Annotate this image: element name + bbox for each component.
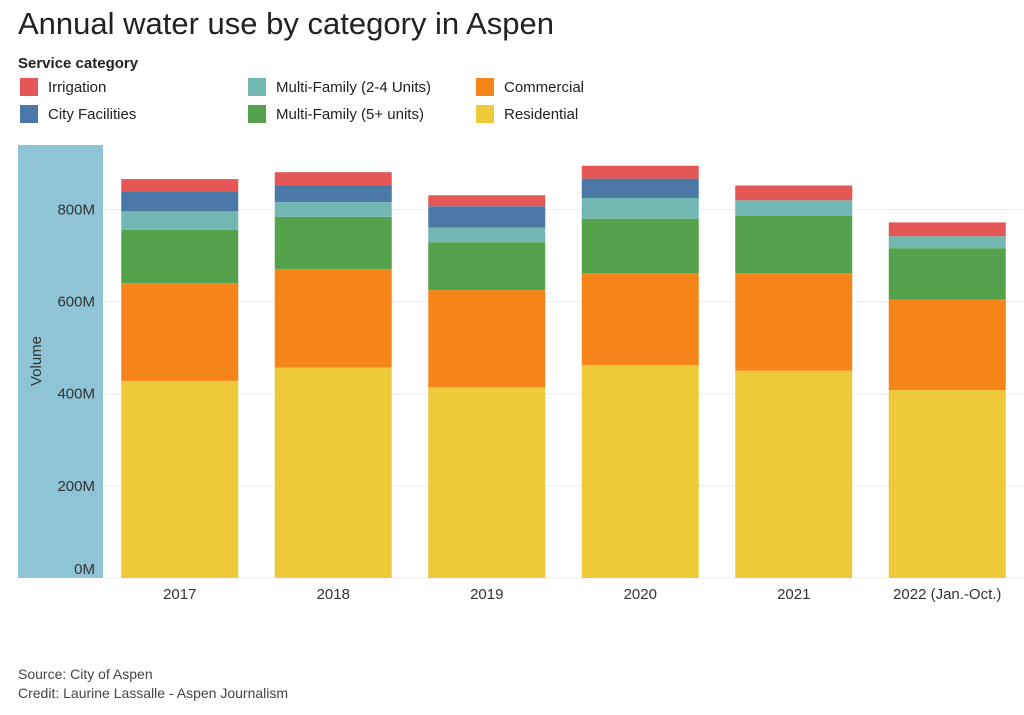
bar-segment-commercial-2020[interactable]: [581, 273, 699, 366]
bars: [121, 165, 1006, 578]
bar-segment-residential-2020[interactable]: [581, 365, 699, 578]
bar-segment-multi-family-5-units--2022-jan-oct-[interactable]: [888, 248, 1006, 300]
source-text: Source: City of Aspen: [18, 666, 153, 682]
bar-segment-multi-family-2-4-units--2018[interactable]: [274, 202, 392, 217]
x-tick-label: 2017: [163, 586, 196, 603]
legend-label: Multi-Family (2-4 Units): [276, 78, 432, 96]
x-tick-label: 2021: [777, 586, 810, 603]
x-tick-label: 2019: [470, 586, 503, 603]
bar-segment-commercial-2019[interactable]: [428, 290, 546, 388]
legend-label: Residential: [504, 105, 579, 123]
y-axis-label: Volume: [28, 336, 45, 386]
bar-segment-multi-family-2-4-units--2020[interactable]: [581, 197, 699, 219]
y-tick-label: 400M: [57, 386, 95, 403]
legend-label: City Facilities: [48, 105, 137, 123]
bar-segment-residential-2017[interactable]: [121, 380, 239, 578]
bar-segment-city-facilities-2019[interactable]: [428, 206, 546, 228]
legend-title: Service category: [18, 55, 139, 72]
bar-segment-commercial-2017[interactable]: [121, 283, 239, 381]
legend-swatch-residential: [476, 105, 494, 123]
bar-segment-irrigation-2019[interactable]: [428, 195, 546, 207]
bar-segment-residential-2019[interactable]: [428, 387, 546, 578]
bar-segment-multi-family-2-4-units--2022-jan-oct-[interactable]: [888, 236, 1006, 249]
credit-text: Credit: Laurine Lassalle - Aspen Journal…: [18, 685, 289, 701]
chart-title: Annual water use by category in Aspen: [18, 6, 554, 41]
legend-swatch-commercial: [476, 78, 494, 96]
legend-swatch-multi-family-2-4: [248, 78, 266, 96]
y-axis-highlight: [18, 145, 103, 578]
x-tick-label: 2020: [624, 586, 657, 603]
bar-segment-multi-family-2-4-units--2021[interactable]: [735, 200, 853, 216]
bar-segment-commercial-2022-jan-oct-[interactable]: [888, 299, 1006, 391]
legend-item-commercial[interactable]: Commercial: [476, 78, 584, 96]
bar-segment-multi-family-5-units--2020[interactable]: [581, 218, 699, 274]
y-tick-label: 0M: [74, 561, 95, 578]
bar-segment-irrigation-2018[interactable]: [274, 172, 392, 186]
bar-segment-city-facilities-2018[interactable]: [274, 185, 392, 203]
bar-segment-irrigation-2020[interactable]: [581, 165, 699, 179]
bar-segment-irrigation-2022-jan-oct-[interactable]: [888, 222, 1006, 237]
bar-segment-multi-family-5-units--2017[interactable]: [121, 229, 239, 284]
bar-segment-irrigation-2021[interactable]: [735, 185, 853, 201]
bar-segment-city-facilities-2017[interactable]: [121, 191, 239, 212]
bar-segment-multi-family-5-units--2019[interactable]: [428, 242, 546, 291]
legend-label: Commercial: [504, 78, 585, 96]
legend-swatch-irrigation: [20, 78, 38, 96]
bar-segment-commercial-2018[interactable]: [274, 268, 392, 368]
y-tick-label: 200M: [57, 478, 95, 495]
bar-segment-multi-family-5-units--2021[interactable]: [735, 215, 853, 274]
bar-segment-multi-family-2-4-units--2019[interactable]: [428, 227, 546, 243]
y-tick-label: 800M: [57, 201, 95, 218]
x-tick-label: 2022 (Jan.-Oct.): [893, 586, 1001, 603]
bar-segment-multi-family-2-4-units--2017[interactable]: [121, 211, 239, 230]
legend-item-irrigation[interactable]: Irrigation: [20, 78, 106, 96]
legend-label: Irrigation: [48, 78, 107, 96]
bar-segment-residential-2018[interactable]: [274, 367, 392, 578]
legend-item-multi-family-2-4[interactable]: Multi-Family (2-4 Units): [248, 78, 431, 96]
bar-segment-city-facilities-2020[interactable]: [581, 178, 699, 198]
legend-label: Multi-Family (5+ units): [276, 105, 424, 123]
bar-segment-residential-2021[interactable]: [735, 370, 853, 578]
legend-swatch-city-facilities: [20, 105, 38, 123]
y-axis: 0M 200M 400M 600M 800M: [57, 201, 95, 578]
legend-item-city-facilities[interactable]: City Facilities: [20, 105, 136, 123]
bar-segment-multi-family-5-units--2018[interactable]: [274, 216, 392, 269]
source-credit: Source: City of Aspen Credit: Laurine La…: [18, 665, 288, 703]
bar-segment-irrigation-2017[interactable]: [121, 179, 239, 192]
legend-item-multi-family-5-plus[interactable]: Multi-Family (5+ units): [248, 105, 424, 123]
x-axis: 2017 2018 2019 2020 2021 2022 (Jan.-Oct.): [163, 586, 1001, 603]
y-tick-label: 600M: [57, 294, 95, 311]
legend-swatch-multi-family-5-plus: [248, 105, 266, 123]
legend-item-residential[interactable]: Residential: [476, 105, 578, 123]
bar-segment-commercial-2021[interactable]: [735, 273, 853, 371]
bar-segment-residential-2022-jan-oct-[interactable]: [888, 390, 1006, 578]
gridlines: [103, 208, 1024, 579]
x-tick-label: 2018: [317, 586, 350, 603]
